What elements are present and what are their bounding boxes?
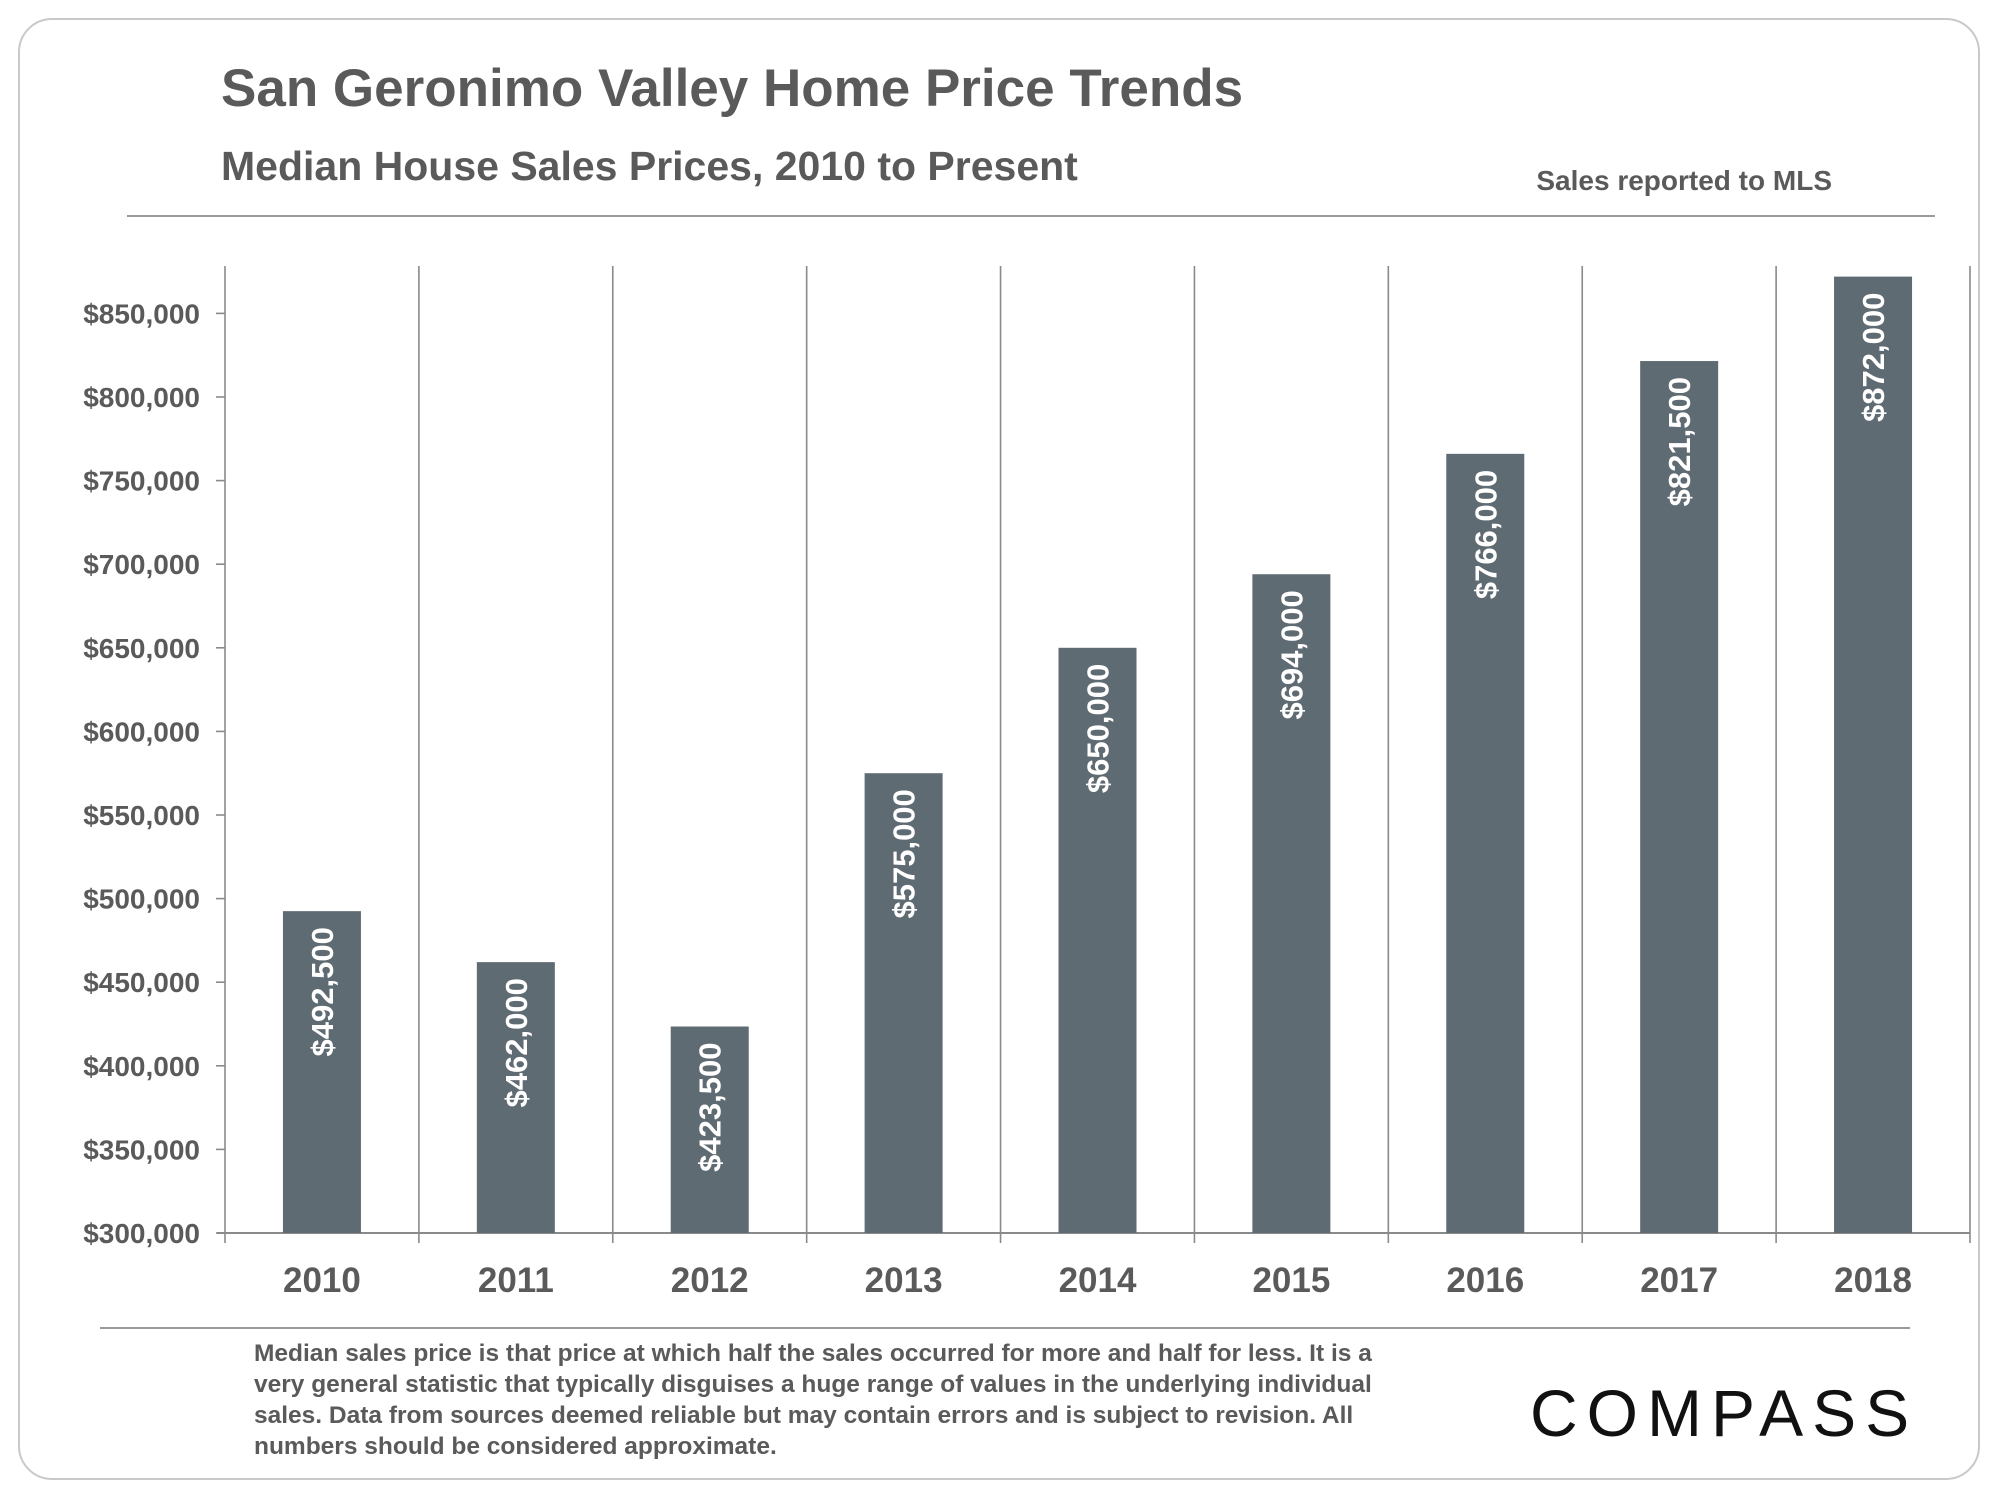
bar-2014 — [1058, 647, 1137, 1233]
x-tick-label: 2015 — [1252, 1261, 1330, 1300]
bar-value-label: $872,000 — [1856, 293, 1891, 422]
bar-value-label: $694,000 — [1274, 590, 1309, 719]
bar-value-label: $821,500 — [1662, 377, 1697, 506]
x-tick-label: 2014 — [1059, 1261, 1137, 1300]
bar-value-label: $492,500 — [305, 927, 340, 1056]
footnote: Median sales price is that price at whic… — [254, 1340, 1372, 1460]
bar-2010 — [282, 911, 361, 1233]
header-divider — [127, 215, 1935, 217]
page-title: San Geronimo Valley Home Price Trends — [221, 59, 1244, 118]
bar-2013 — [864, 773, 943, 1233]
bar-value-label: $423,500 — [693, 1043, 728, 1172]
y-tick-label: $350,000 — [83, 1134, 200, 1165]
bar-value-label: $575,000 — [887, 789, 922, 918]
x-tick-label: 2011 — [478, 1261, 554, 1300]
y-tick-label: $750,000 — [83, 466, 200, 497]
y-tick-label: $700,000 — [83, 549, 200, 580]
y-tick-label: $400,000 — [83, 1051, 200, 1082]
y-tick-label: $850,000 — [83, 298, 200, 329]
y-tick-label: $500,000 — [83, 884, 200, 915]
source-note: Sales reported to MLS — [1536, 165, 1832, 196]
bar-2017 — [1640, 361, 1719, 1233]
bar-2016 — [1446, 453, 1525, 1233]
x-tick-label: 2018 — [1834, 1261, 1912, 1300]
y-tick-label: $450,000 — [83, 967, 200, 998]
y-tick-label: $800,000 — [83, 382, 200, 413]
x-tick-label: 2013 — [865, 1261, 943, 1300]
y-tick-label: $300,000 — [83, 1218, 200, 1249]
page-subtitle: Median House Sales Prices, 2010 to Prese… — [221, 143, 1078, 189]
bar-value-label: $766,000 — [1468, 470, 1503, 599]
x-tick-label: 2017 — [1640, 1261, 1718, 1300]
bar-2012 — [670, 1026, 749, 1233]
compass-logo: COMPASS — [1530, 1376, 1919, 1450]
y-tick-label: $600,000 — [83, 716, 200, 747]
y-tick-label: $650,000 — [83, 633, 200, 664]
bar-2015 — [1252, 574, 1331, 1233]
bar-2018 — [1834, 276, 1913, 1234]
x-tick-label: 2016 — [1446, 1261, 1524, 1300]
x-tick-label: 2010 — [283, 1261, 361, 1300]
bar-value-label: $650,000 — [1081, 664, 1116, 793]
bar-value-label: $462,000 — [499, 978, 534, 1107]
x-tick-label: 2012 — [671, 1261, 749, 1300]
bar-2011 — [476, 962, 555, 1233]
footer-divider — [100, 1327, 1910, 1329]
y-tick-label: $550,000 — [83, 800, 200, 831]
